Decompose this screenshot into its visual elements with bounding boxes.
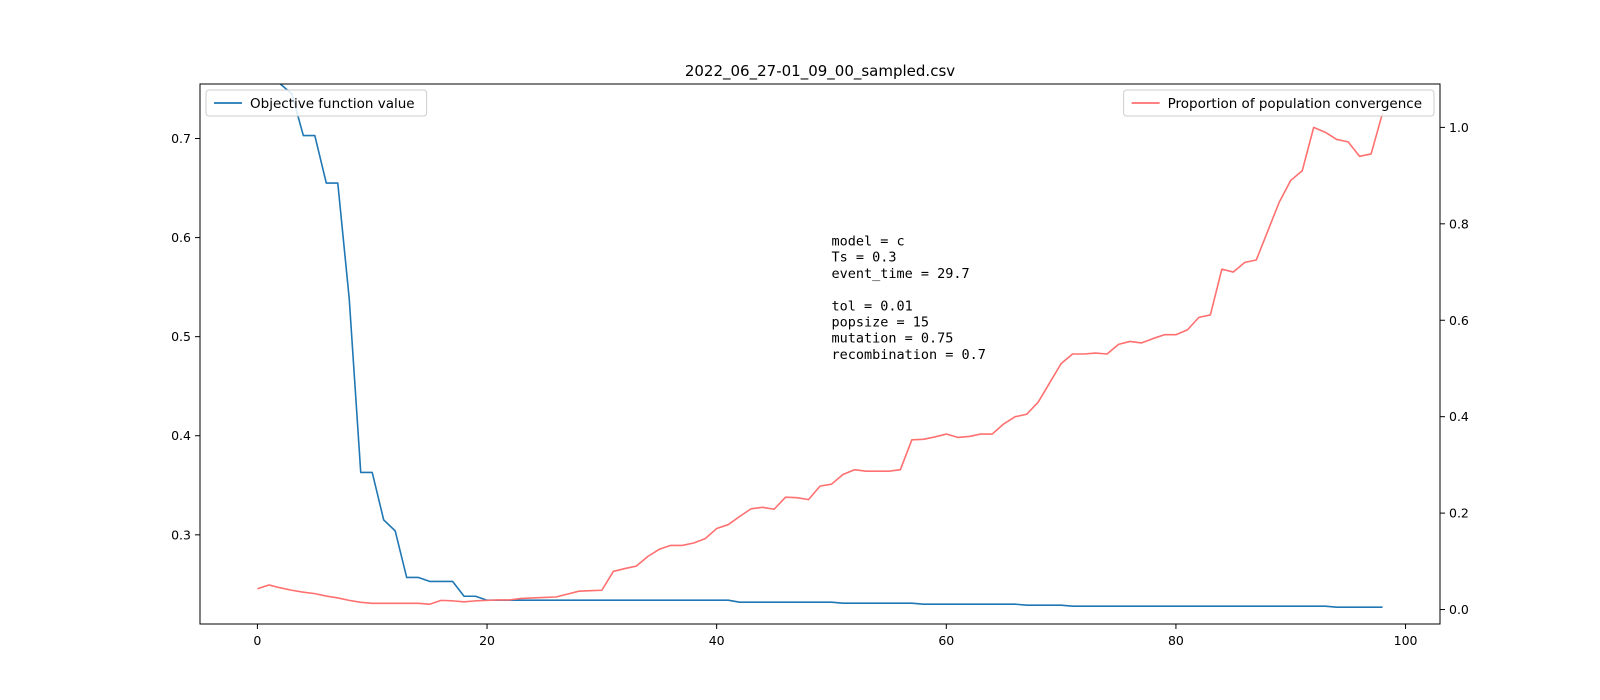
x-tick-label: 80 xyxy=(1168,633,1184,648)
annotation-line: model = c xyxy=(831,234,904,250)
left-y-tick-label: 0.7 xyxy=(171,131,191,146)
x-tick-label: 60 xyxy=(938,633,954,648)
left-y-tick-label: 0.4 xyxy=(171,428,191,443)
series-line-objective xyxy=(278,84,1383,608)
x-tick-label: 20 xyxy=(479,633,495,648)
right-y-tick-label: 0.2 xyxy=(1449,506,1469,521)
right-y-tick-label: 0.6 xyxy=(1449,313,1469,328)
right-y-tick-label: 0.4 xyxy=(1449,409,1469,424)
series-line-convergence xyxy=(257,112,1384,606)
annotation-line: event_time = 29.7 xyxy=(831,266,969,282)
plot-frame xyxy=(199,83,1441,625)
x-tick-label: 0 xyxy=(253,633,261,648)
legend-label: Objective function value xyxy=(250,96,415,112)
legend-convergence: Proportion of population convergence xyxy=(1123,89,1435,117)
legend-box xyxy=(205,89,428,117)
left-y-tick-label: 0.6 xyxy=(171,230,191,245)
annotation-line: mutation = 0.75 xyxy=(831,331,953,347)
chart-title: 2022_06_27-01_09_00_sampled.csv xyxy=(685,62,955,81)
right-y-axis: 0.0 0.2 0.4 0.6 0.8 1.0 xyxy=(1440,120,1469,617)
annotation-line: popsize = 15 xyxy=(831,315,929,331)
x-tick-label: 100 xyxy=(1394,633,1418,648)
x-tick-label: 40 xyxy=(709,633,725,648)
right-y-tick-label: 0.0 xyxy=(1449,602,1469,617)
legend-objective: Objective function value xyxy=(205,89,428,117)
annotation-line: recombination = 0.7 xyxy=(831,347,985,363)
annotation-line: tol = 0.01 xyxy=(831,298,912,314)
left-y-tick-label: 0.3 xyxy=(171,527,191,542)
left-y-axis: 0.3 0.4 0.5 0.6 0.7 xyxy=(171,131,200,542)
legend-box xyxy=(1123,89,1435,117)
annotation-line: Ts = 0.3 xyxy=(831,250,896,266)
right-y-tick-label: 0.8 xyxy=(1449,216,1469,231)
legend-label: Proportion of population convergence xyxy=(1168,96,1422,112)
series-layer xyxy=(257,84,1384,608)
left-y-tick-label: 0.5 xyxy=(171,329,191,344)
right-y-tick-label: 1.0 xyxy=(1449,120,1469,135)
x-axis: 0 20 40 60 80 100 xyxy=(253,624,1418,648)
